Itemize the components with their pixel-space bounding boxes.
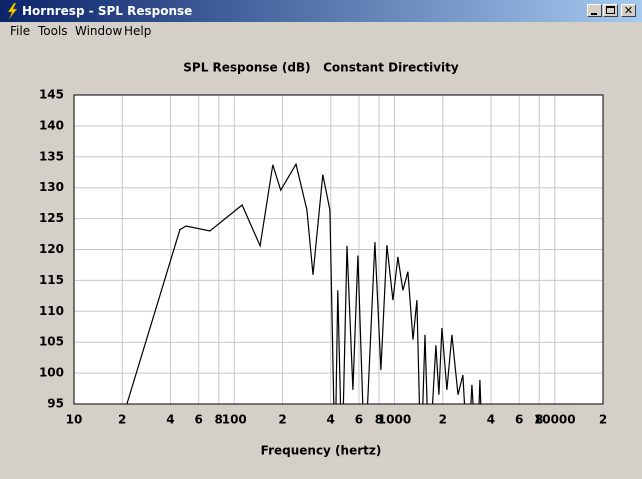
y-tick-label: 105	[39, 335, 64, 349]
x-tick-label: 4	[487, 413, 495, 427]
x-tick-label: 100	[222, 413, 247, 427]
x-tick-label: 4	[166, 413, 174, 427]
close-button[interactable]: ✕	[621, 4, 636, 17]
x-tick-label: 2	[278, 413, 286, 427]
y-tick-label: 145	[39, 88, 64, 102]
x-tick-label: 4	[327, 413, 335, 427]
y-tick-label: 140	[39, 118, 64, 132]
x-tick-label: 2	[599, 413, 607, 427]
plot-border	[73, 94, 604, 405]
y-tick-label: 130	[39, 180, 64, 194]
y-tick-label: 100	[39, 366, 64, 380]
y-tick-label: 135	[39, 149, 64, 163]
chart-title: SPL Response (dB) Constant Directivity	[183, 61, 459, 75]
title-bar: Hornresp - SPL Response ✕	[0, 0, 642, 22]
y-tick-label: 115	[39, 273, 64, 287]
menu-item[interactable]: File	[10, 24, 31, 38]
window-title: Hornresp - SPL Response	[22, 4, 193, 18]
menu-item[interactable]: Window	[75, 24, 123, 38]
minimize-button[interactable]	[587, 4, 602, 17]
x-tick-label: 8	[215, 413, 223, 427]
x-tick-label: 2	[439, 413, 447, 427]
x-axis-label: Frequency (hertz)	[261, 444, 382, 458]
x-tick-label: 6	[515, 413, 523, 427]
menu-item[interactable]: Help	[124, 24, 152, 38]
x-tick-label: 6	[355, 413, 363, 427]
y-tick-label: 95	[47, 397, 64, 411]
x-tick-label: 8	[375, 413, 383, 427]
app-icon	[7, 3, 18, 19]
maximize-button[interactable]	[603, 4, 618, 17]
x-tick-label: 6	[195, 413, 203, 427]
x-tick-label: 1000	[378, 413, 411, 427]
x-tick-label: 10000	[534, 413, 576, 427]
y-tick-label: 120	[39, 242, 64, 256]
x-tick-label: 8	[535, 413, 543, 427]
spl-curve	[126, 162, 482, 404]
y-tick-label: 110	[39, 304, 64, 318]
menu-item[interactable]: Tools	[38, 24, 68, 38]
x-tick-label: 10	[66, 413, 83, 427]
y-tick-label: 125	[39, 211, 64, 225]
x-tick-label: 2	[118, 413, 126, 427]
